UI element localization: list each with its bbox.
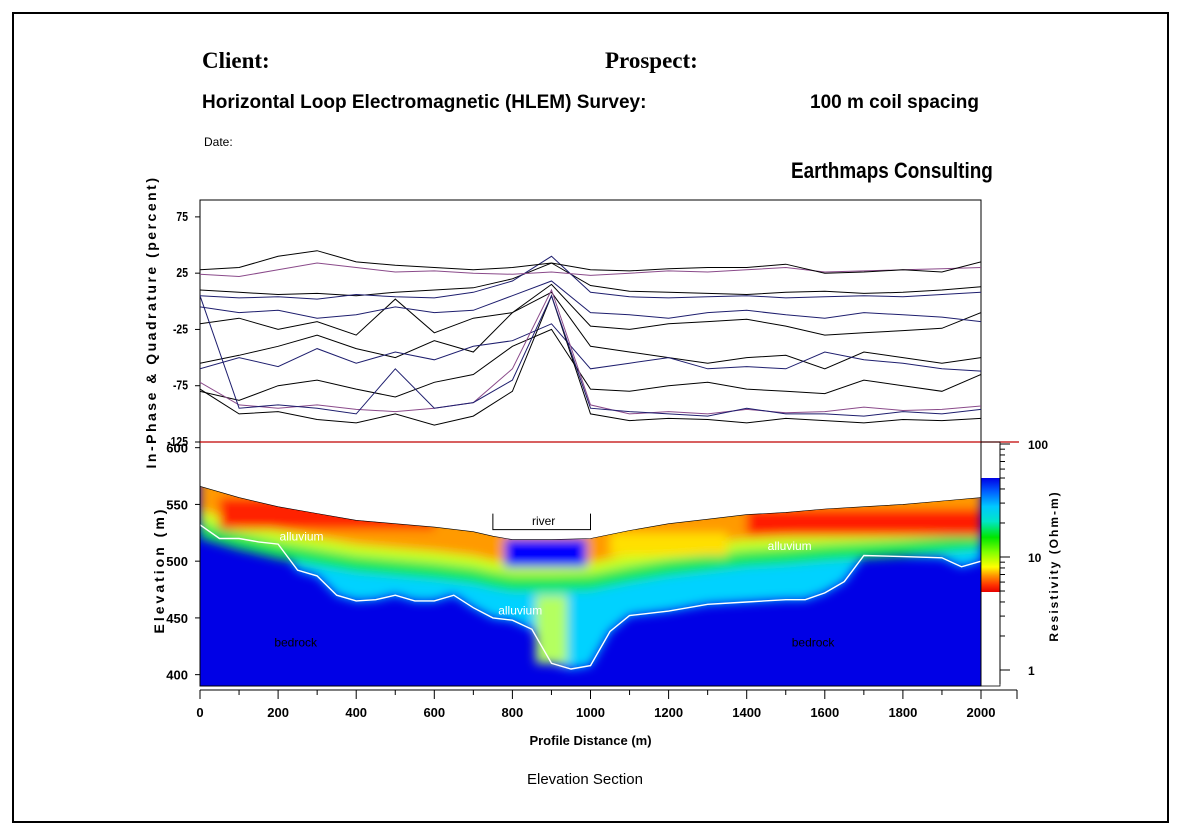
yellow-zone-east [610,532,728,556]
river-marker [492,513,591,531]
hlem-profile-line-9 [200,328,981,401]
river-resistive-zone [504,538,587,567]
hlem-profile-line-6 [200,280,981,323]
conductor-east [746,508,981,537]
river-label: river [532,514,555,528]
hlem-profile-line-12 [200,294,981,417]
top-y-tick-label: -25 [173,322,188,336]
bottom-y-tick-label: 600 [166,441,188,456]
top-y-tick-label: 75 [176,210,188,224]
x-tick-label: 800 [502,705,524,720]
page-frame [12,12,1169,823]
top-plot-frame [199,199,982,443]
date-label: Date: [204,135,233,149]
hlem-profile-line-10 [200,288,981,415]
bottom-y-tick-label: 400 [166,668,188,683]
ground-surface-line [199,486,982,540]
company-name: Earthmaps Consulting [791,158,993,183]
top-y-axis-label: In-Phase & Quadrature (percent) [143,176,159,469]
top-y-tick-label: -75 [173,379,188,393]
bottom-y-tick-label: 450 [166,611,188,626]
alluvium-label: alluvium [280,530,324,544]
hlem-profile-line-4 [200,250,981,274]
colorbar-tick-label: 1 [1028,664,1035,678]
prospect-label: Prospect: [605,48,698,73]
bedrock-contact-line [199,524,982,670]
bottom-y-axis-label: Elevation (m) [151,507,167,634]
x-tick-label: 1400 [732,705,761,720]
bottom-y-tick-label: 550 [166,497,188,512]
alluvium-yellow-band [200,486,981,576]
x-tick-label: 2000 [967,705,996,720]
x-tick-label: 0 [196,705,203,720]
x-tick-label: 1800 [888,705,917,720]
x-tick-label: 400 [345,705,367,720]
colorbar-gradient [981,478,1000,592]
alluvium-label: alluvium [498,604,542,618]
hlem-profile-line-5 [200,283,981,336]
x-tick-label: 200 [267,705,289,720]
bottom-y-tick-label: 500 [166,554,188,569]
coil-spacing: 100 m coil spacing [810,92,979,113]
x-tick-label: 1200 [654,705,683,720]
client-label: Client: [202,48,270,73]
figure-caption: Elevation Section [527,771,643,788]
hlem-profile-line-2 [200,255,981,300]
top-y-tick-label: 25 [176,266,188,280]
hlem-profile-line-3 [200,262,981,278]
colorbar-label: Resistivity (Ohm-m) [1047,490,1061,641]
top-y-tick-label: -125 [167,435,188,449]
survey-title: Horizontal Loop Electromagnetic (HLEM) S… [202,92,647,113]
x-tick-label: 1600 [810,705,839,720]
hlem-profile-line-11 [200,294,981,426]
channel-fill-zone [535,595,568,664]
bedrock-label: bedrock [792,635,836,649]
hlem-profile-line-8 [200,323,981,372]
bedrock-label: bedrock [274,635,318,649]
hlem-profile-line-1 [200,262,981,297]
colorbar-tick-label: 100 [1028,438,1048,452]
alluvium-label: alluvium [768,539,812,553]
x-tick-label: 600 [423,705,445,720]
colorbar-tick-label: 10 [1028,551,1042,565]
alluvium-orange-band [200,486,981,564]
x-axis-label: Profile Distance (m) [529,733,651,748]
x-tick-label: 1000 [576,705,605,720]
